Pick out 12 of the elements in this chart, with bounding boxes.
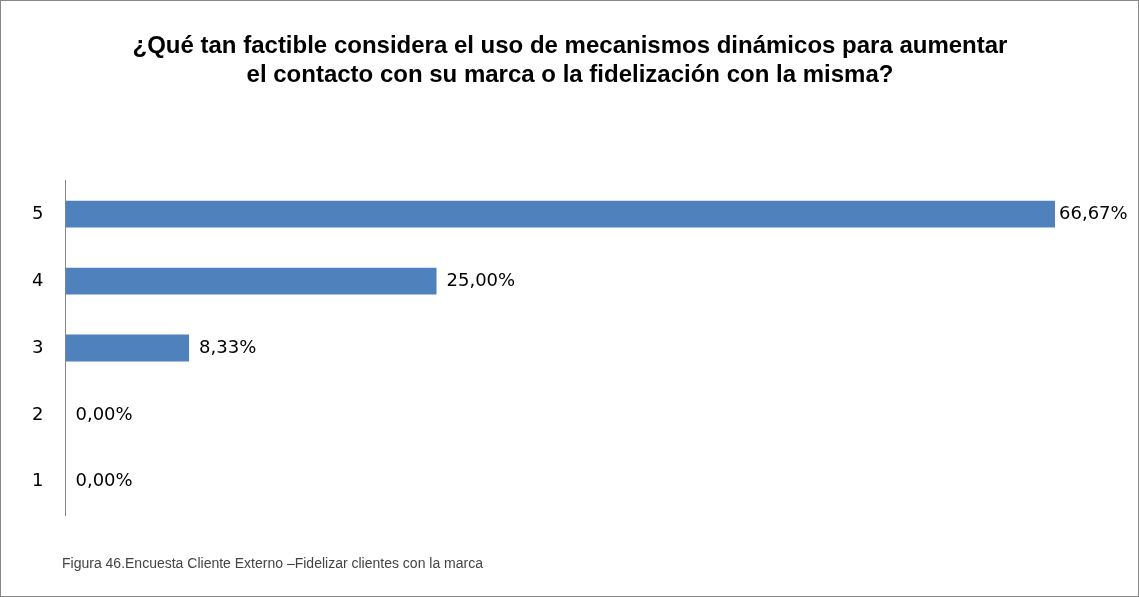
y-tick-label: 4 bbox=[32, 268, 44, 290]
data-label: 66,67% bbox=[1059, 201, 1128, 223]
y-tick-label: 5 bbox=[32, 201, 44, 223]
data-label: 0,00% bbox=[75, 469, 133, 491]
y-tick-label: 3 bbox=[32, 335, 44, 357]
chart-title: ¿Qué tan factible considera el uso de mecanismos dinámicos para aumentar el contacto con su marca o la fidelización con la misma? bbox=[131, 30, 1009, 88]
text: Figura 46.Encuesta Cliente Externo –Fidelizar clientes con la marca bbox=[62, 555, 483, 571]
y-tick-label: 1 bbox=[32, 469, 44, 491]
y-tick-label: 2 bbox=[32, 402, 44, 424]
data-label: 25,00% bbox=[446, 268, 516, 290]
data-label: 8,33% bbox=[199, 335, 257, 357]
data-label: 0,00% bbox=[75, 402, 133, 424]
